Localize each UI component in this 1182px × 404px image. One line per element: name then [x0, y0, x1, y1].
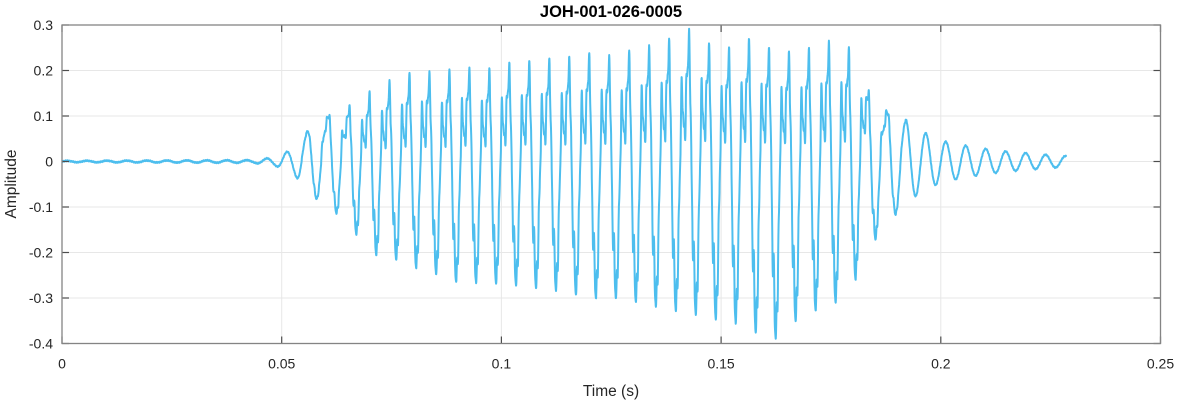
- y-tick-label: 0.3: [34, 17, 54, 33]
- y-tick-label: -0.4: [29, 336, 53, 352]
- chart-title: JOH-001-026-0005: [540, 3, 682, 21]
- y-tick-label: -0.3: [29, 290, 53, 306]
- y-tick-label: 0.1: [34, 108, 54, 124]
- axes-layer: [61, 24, 1162, 345]
- y-axis-label: Amplitude: [3, 150, 20, 219]
- axes-box: [61, 24, 1162, 345]
- x-tick-label: 0.05: [268, 356, 295, 372]
- y-tick-label: -0.2: [29, 245, 53, 261]
- x-tick-label: 0.1: [492, 356, 512, 372]
- x-tick-label: 0: [58, 356, 66, 372]
- x-tick-label: 0.15: [707, 356, 734, 372]
- y-tick-label: 0: [45, 154, 53, 170]
- tick-label-layer: 0 0.05 0.1 0.15 0.2 0.25 -0.4 -0.3 -0.2 -0.1 0 0.1 0…: [29, 17, 1174, 372]
- x-axis-label: Time (s): [583, 383, 639, 400]
- y-tick-label: 0.2: [34, 63, 54, 79]
- x-tick-label: 0.2: [931, 356, 951, 372]
- data-layer: [62, 27, 1067, 340]
- signal-waveform: [62, 27, 1067, 340]
- x-tick-label: 0.25: [1147, 356, 1174, 372]
- y-tick-label: -0.1: [29, 199, 53, 215]
